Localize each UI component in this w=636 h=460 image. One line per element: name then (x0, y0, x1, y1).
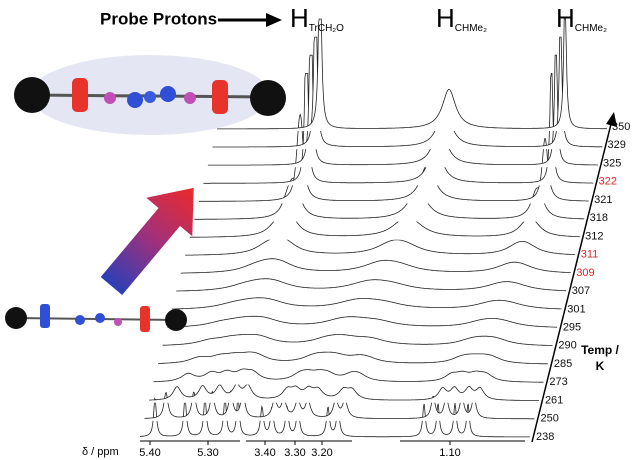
spectrum-trace (144, 390, 535, 420)
spectrum-trace (153, 368, 544, 383)
spectrum-trace (198, 113, 589, 202)
spectrum-trace (176, 278, 567, 292)
spectrum-trace (149, 383, 540, 403)
spectrum-trace (162, 334, 553, 346)
peak-label: HTrCH₂O (290, 3, 344, 34)
temperature-label: 238 (536, 431, 554, 443)
spectrum-trace (180, 258, 571, 274)
temperature-label: 295 (563, 321, 581, 333)
spectrum-trace (217, 19, 607, 131)
ppm-label: 1.10 (439, 447, 460, 459)
spectrum-trace (185, 237, 576, 258)
spectrum-trace (158, 351, 549, 367)
temperature-label: 318 (590, 212, 608, 224)
molecule-high (14, 55, 286, 135)
spectrum-trace (153, 368, 544, 385)
spectrum-trace (185, 236, 576, 256)
temperature-label: 301 (567, 303, 585, 315)
transition-arrow (100, 187, 194, 295)
temperature-label: 325 (603, 157, 621, 169)
ppm-title: δ / ppm (82, 446, 119, 458)
spectrum-trace (207, 55, 598, 168)
spectrum-trace (203, 73, 594, 186)
temperature-label: 311 (581, 249, 599, 261)
temperature-label: 312 (585, 230, 603, 242)
ppm-label: 3.40 (254, 447, 275, 459)
spectrum-trace (203, 73, 594, 184)
peak-label: HCHMe₂ (556, 3, 607, 34)
peak-label: HCHMe₂ (436, 3, 487, 34)
temp-title: Temp / (581, 343, 619, 357)
spectrum-trace (171, 297, 562, 310)
temperature-label: 285 (554, 358, 572, 370)
spectra (140, 18, 607, 439)
header-arrow (218, 13, 282, 27)
spectrum-trace (217, 18, 607, 130)
spectrum-trace (158, 351, 548, 365)
probe-label: Probe Protons (100, 9, 217, 28)
temperature-line (531, 119, 613, 443)
spectrum-trace (140, 396, 530, 439)
temperature-label: 261 (545, 394, 563, 406)
temperature-label: 307 (572, 285, 590, 297)
ppm-label: 5.30 (197, 447, 218, 459)
temperature-label: 329 (608, 139, 626, 151)
spectrum-trace (167, 316, 558, 331)
spectrum-trace (207, 54, 598, 166)
spectrum-trace (212, 36, 603, 148)
ppm-label: 3.30 (284, 447, 305, 459)
temperature-arrowhead (606, 112, 617, 127)
spectrum-trace (149, 383, 539, 401)
spectrum-trace (162, 334, 553, 349)
spectrum-trace (189, 211, 580, 238)
temp-title: K (596, 359, 605, 373)
spectrum-trace (212, 37, 603, 150)
spectrum-trace (176, 278, 567, 295)
temperature-label: 273 (549, 376, 567, 388)
temperature-label: 321 (594, 194, 612, 206)
spectrum-trace (180, 258, 571, 276)
temperature-label: 322 (599, 176, 617, 188)
temperature-label: 309 (576, 267, 594, 279)
spectrum-trace (167, 315, 558, 328)
ppm-label: 3.20 (311, 447, 332, 459)
spectrum-trace (194, 177, 585, 220)
temperature-label: 290 (558, 340, 576, 352)
spectrum-trace (171, 297, 562, 313)
ppm-label: 5.40 (139, 447, 160, 459)
temperature-label: 350 (612, 121, 630, 133)
molecule-low (5, 304, 187, 332)
temperature-label: 250 (540, 413, 558, 425)
